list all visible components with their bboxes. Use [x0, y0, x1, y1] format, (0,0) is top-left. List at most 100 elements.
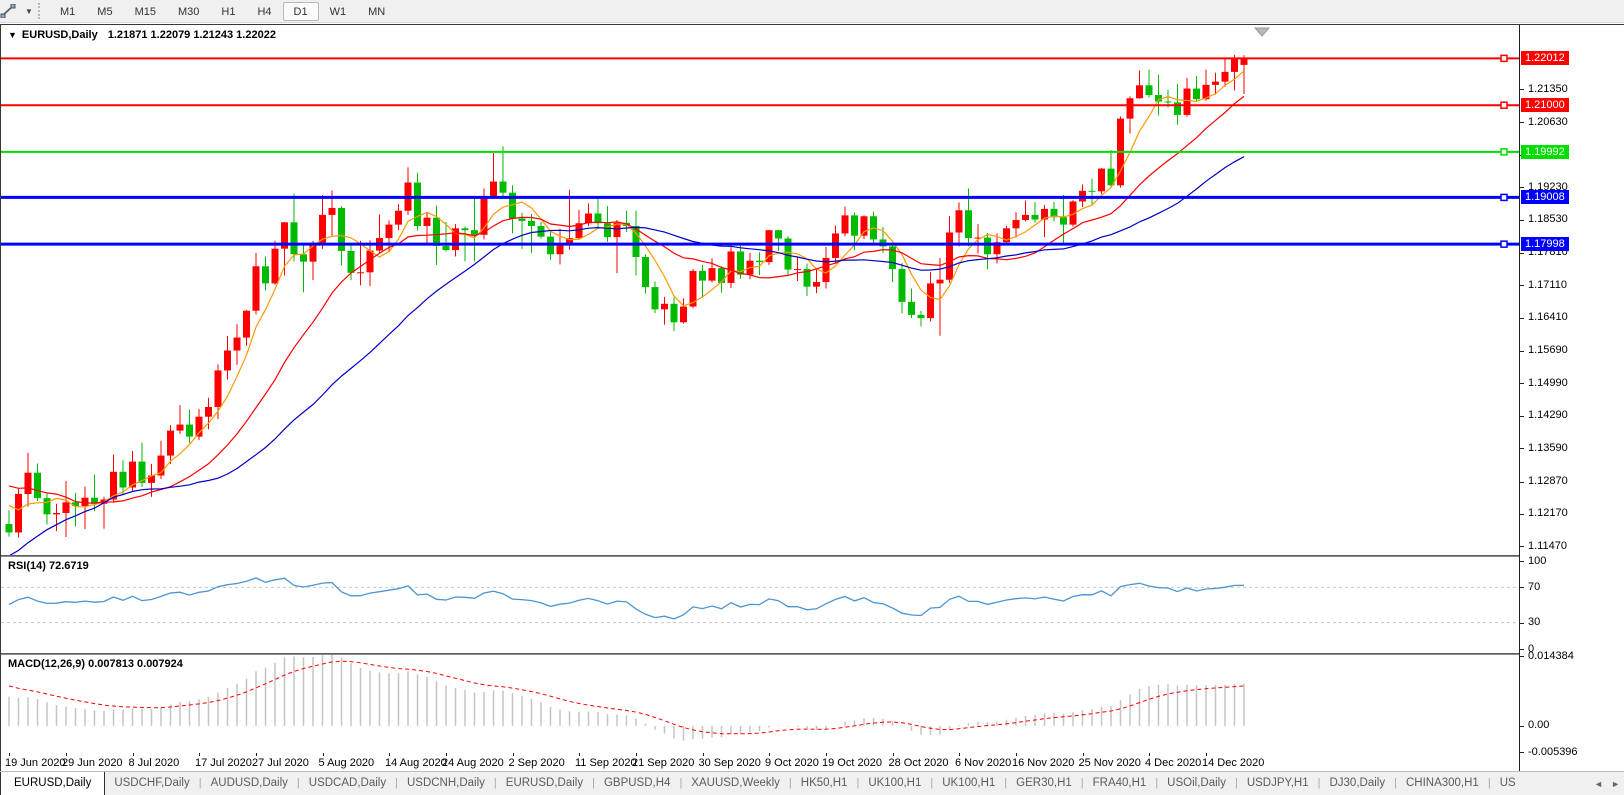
- date-tick: [1206, 753, 1207, 756]
- date-tick: [132, 753, 134, 756]
- chart-tab-eurusd-daily[interactable]: EURUSD,Daily: [0, 772, 106, 795]
- date-tick: [199, 753, 200, 756]
- bear-candle: [471, 230, 478, 235]
- date-tick: [256, 753, 257, 756]
- rsi-label: RSI(14) 72.6719: [8, 560, 89, 572]
- date-tick-label: 19 Jun 2020: [5, 757, 66, 769]
- date-tick: [579, 753, 580, 756]
- macd-tick-label: 0.00: [1528, 719, 1550, 732]
- bear-candle: [499, 181, 507, 193]
- date-tick-label: 27 Jul 2020: [252, 757, 309, 769]
- chart-window: ▼ EURUSD,Daily 1.21871 1.22079 1.21243 1.2…: [0, 24, 1624, 772]
- chart-tab-eurusd-daily[interactable]: EURUSD,Daily: [505, 777, 584, 789]
- bull-candle: [566, 238, 573, 244]
- crosshair-draw-tool-icon[interactable]: [0, 1, 22, 21]
- date-tick-label: 19 Oct 2020: [822, 757, 882, 769]
- tab-divider: |: [856, 777, 860, 789]
- bear-candle: [965, 210, 972, 239]
- price-tick: [1520, 122, 1524, 124]
- timeframe-button-m30[interactable]: M30: [177, 5, 200, 18]
- tab-divider: |: [788, 777, 792, 789]
- macd-indicator-canvas[interactable]: [1, 655, 1519, 753]
- tab-divider: |: [679, 777, 683, 789]
- date-tick-label: 11 Sep 2020: [575, 757, 637, 769]
- chart-title-caret-icon[interactable]: ▼: [8, 30, 17, 40]
- chart-tab-uk100-h1[interactable]: UK100,H1: [868, 777, 922, 789]
- pane-splitter-rsi[interactable]: [1, 555, 1624, 557]
- chart-tab-usdchf-daily[interactable]: USDCHF,Daily: [114, 777, 190, 789]
- rsi-indicator-canvas[interactable]: [1, 557, 1519, 653]
- bear-candle: [917, 314, 925, 319]
- bull-candle: [822, 257, 830, 283]
- bull-candle: [148, 475, 155, 483]
- rsi-tick: [1520, 622, 1524, 624]
- rsi-tick-label: 30: [1528, 616, 1541, 629]
- pane-splitter-macd[interactable]: [1, 653, 1624, 655]
- bear-candle: [908, 301, 915, 315]
- bear-candle: [1193, 88, 1200, 100]
- bull-candle: [813, 282, 820, 287]
- date-tick-label: 8 Jul 2020: [128, 757, 180, 769]
- bear-candle: [91, 497, 98, 504]
- bull-candle: [423, 217, 431, 227]
- date-tick-label: 5 Aug 2020: [318, 757, 375, 769]
- chart-shift-marker-icon[interactable]: [1253, 27, 1271, 37]
- date-axis: 19 Jun 2020 29 Jun 2020 8 Jul 2020 17 Jul 2…: [1, 753, 1519, 772]
- date-tick-label: 6 Nov 2020: [955, 757, 1012, 769]
- timeframe-button-h4[interactable]: H4: [257, 5, 272, 18]
- timeframe-button-h1[interactable]: H1: [221, 5, 236, 18]
- bull-candle: [243, 310, 250, 338]
- chart-tab-usdjpy-h1[interactable]: USDJPY,H1: [1246, 777, 1309, 789]
- price-chart-canvas[interactable]: [1, 25, 1519, 555]
- toolbar-grip[interactable]: [38, 3, 45, 19]
- chart-tab-audusd-daily[interactable]: AUDUSD,Daily: [210, 777, 288, 789]
- price-tick: [1520, 546, 1524, 548]
- bear-candle: [642, 257, 649, 288]
- tabs-scroll-left-icon[interactable]: ◄: [1594, 778, 1603, 789]
- bear-candle: [604, 223, 611, 238]
- price-tick-label: 1.19230: [1528, 180, 1568, 193]
- chart-tab-china300-h1[interactable]: CHINA300,H1: [1405, 777, 1479, 789]
- line-drag-handle[interactable]: [1500, 240, 1508, 248]
- line-drag-handle[interactable]: [1500, 193, 1508, 202]
- price-tick-label: 1.20630: [1528, 115, 1568, 128]
- bear-candle: [984, 237, 991, 255]
- chart-tab-fra40-h1[interactable]: FRA40,H1: [1092, 777, 1147, 789]
- chart-tab-usdcnh-daily[interactable]: USDCNH,Daily: [406, 777, 485, 789]
- line-drag-handle[interactable]: [1500, 101, 1508, 109]
- chart-tab-xauusd-weekly[interactable]: XAUUSD,Weekly: [691, 777, 780, 789]
- bull-candle: [1183, 88, 1191, 115]
- price-tick: [1520, 383, 1524, 385]
- chart-tab-hk50-h1[interactable]: HK50,H1: [800, 777, 848, 789]
- chart-tab-uk100-h1[interactable]: UK100,H1: [942, 777, 996, 789]
- line-price-badge: 1.22012: [1521, 51, 1569, 66]
- timeframe-button-m5[interactable]: M5: [97, 5, 113, 18]
- line-drag-handle[interactable]: [1500, 54, 1508, 63]
- timeframe-button-w1[interactable]: W1: [329, 5, 347, 18]
- chart-tab-dj30-daily[interactable]: DJ30,Daily: [1329, 777, 1386, 789]
- timeframe-button-mn[interactable]: MN: [368, 5, 386, 18]
- tabs-scroll-right-icon[interactable]: ►: [1611, 778, 1620, 789]
- timeframe-button-m15[interactable]: M15: [134, 5, 156, 18]
- timeframe-button-m1[interactable]: M1: [60, 5, 76, 18]
- bull-candle: [129, 461, 136, 488]
- bull-candle: [1240, 57, 1248, 65]
- chart-tab-usoil-daily[interactable]: USOil,Daily: [1167, 777, 1226, 789]
- draw-tool-dropdown-caret-icon[interactable]: ▼: [25, 6, 33, 16]
- bull-candle: [157, 455, 165, 476]
- tab-divider: |: [1394, 777, 1397, 789]
- bear-candle: [1060, 217, 1067, 225]
- timeframe-button-d1[interactable]: D1: [282, 1, 319, 21]
- bear-candle: [651, 287, 659, 310]
- bull-candle: [927, 283, 934, 319]
- chart-tab-usdcad-daily[interactable]: USDCAD,Daily: [308, 777, 387, 789]
- bull-candle: [62, 502, 70, 513]
- bull-candle: [832, 233, 839, 258]
- date-tick: [9, 753, 10, 756]
- tab-divider: |: [1487, 777, 1491, 789]
- line-drag-handle[interactable]: [1500, 148, 1508, 156]
- chart-tab-us[interactable]: US: [1499, 777, 1516, 789]
- chart-tab-ger30-h1[interactable]: GER30,H1: [1016, 777, 1072, 789]
- chart-tab-gbpusd-h4[interactable]: GBPUSD,H4: [603, 777, 671, 789]
